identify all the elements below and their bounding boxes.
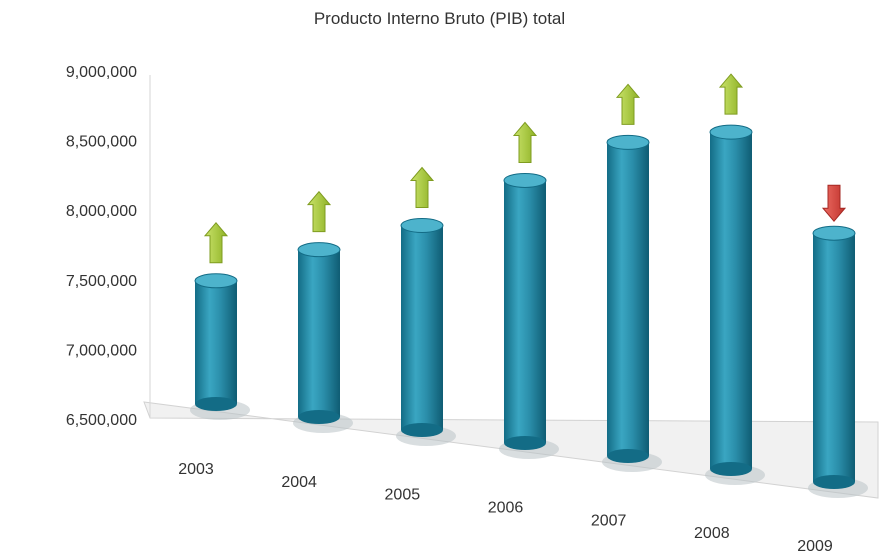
bar-2003 <box>190 222 250 420</box>
arrow-up-icon <box>512 121 538 163</box>
bar-top <box>709 124 753 140</box>
x-tick-label: 2008 <box>694 525 730 542</box>
bar-body <box>813 233 855 482</box>
x-tick-label: 2004 <box>281 474 317 491</box>
bar-2006 <box>499 121 559 459</box>
bar-body <box>401 225 443 430</box>
bar-body <box>195 280 237 404</box>
x-tick-label: 2007 <box>591 512 627 529</box>
x-tick-label: 2003 <box>178 461 214 478</box>
arrow-up-icon <box>409 166 435 208</box>
bar-body <box>504 180 546 443</box>
bar-bottom <box>710 462 752 476</box>
bar-body <box>607 142 649 456</box>
arrow-up-icon <box>203 222 229 264</box>
y-tick-label: 6,500,000 <box>66 412 137 429</box>
bar-bottom <box>298 410 340 424</box>
bar-top <box>194 273 238 289</box>
bar-body <box>710 132 752 470</box>
bar-bottom <box>504 436 546 450</box>
bar-2005 <box>396 166 456 446</box>
bar-top <box>297 242 341 258</box>
bar-top <box>503 172 547 188</box>
arrow-up-icon <box>615 83 641 125</box>
y-tick-label: 9,000,000 <box>66 64 137 81</box>
bar-2008 <box>705 73 765 485</box>
bar-top <box>812 225 856 241</box>
bar-bottom <box>813 475 855 489</box>
bar-bottom <box>401 423 443 437</box>
y-tick-label: 7,500,000 <box>66 273 137 290</box>
bar-body <box>298 249 340 417</box>
bar-bottom <box>195 397 237 411</box>
bar-2004 <box>293 190 353 433</box>
bar-top <box>606 134 650 150</box>
arrow-up-icon <box>718 73 744 115</box>
y-tick-label: 8,000,000 <box>66 203 137 220</box>
x-tick-label: 2006 <box>488 500 524 517</box>
x-tick-label: 2009 <box>797 538 833 555</box>
arrow-down-icon <box>821 184 847 222</box>
x-tick-label: 2005 <box>385 487 421 504</box>
chart-title: Producto Interno Bruto (PIB) total <box>313 9 566 28</box>
bar-2009 <box>808 184 868 498</box>
bar-bottom <box>607 449 649 463</box>
y-tick-label: 7,000,000 <box>66 342 137 359</box>
y-tick-label: 8,500,000 <box>66 134 137 151</box>
arrow-up-icon <box>306 190 332 233</box>
bar-top <box>400 217 444 233</box>
bar-2007 <box>602 83 662 472</box>
